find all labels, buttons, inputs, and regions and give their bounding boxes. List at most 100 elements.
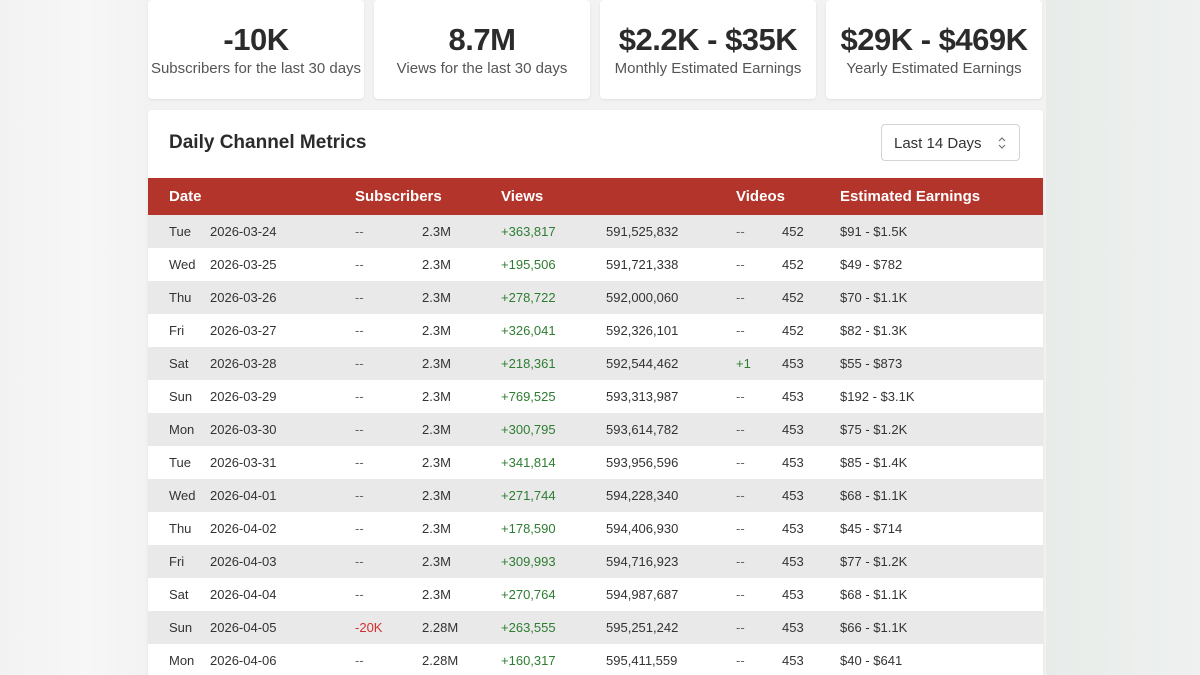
- date-range-select[interactable]: Last 14 Days: [881, 124, 1020, 161]
- row-views: 592,000,060: [606, 281, 737, 314]
- row-videos: 453: [782, 611, 841, 644]
- row-date: 2026-03-24: [210, 215, 356, 248]
- row-subscribers: 2.3M: [422, 347, 502, 380]
- table-row: Thu 2026-04-02 -- 2.3M +178,590 594,406,930 --…: [148, 512, 1043, 545]
- stat-value: $2.2K - $35K: [618, 22, 798, 57]
- row-views: 595,251,242: [606, 611, 737, 644]
- row-earnings: $82 - $1.3K: [840, 314, 1043, 347]
- row-earnings: $75 - $1.2K: [840, 413, 1043, 446]
- row-subscriber-change: --: [355, 413, 423, 446]
- table-row: Sat 2026-04-04 -- 2.3M +270,764 594,987,687 --…: [148, 578, 1043, 611]
- row-subscriber-change: -20K: [355, 611, 423, 644]
- summary-stats: -10K Subscribers for the last 30 days 8.…: [148, 0, 1043, 100]
- row-view-change: +363,817: [501, 215, 607, 248]
- row-view-change: +271,744: [501, 479, 607, 512]
- row-view-change: +278,722: [501, 281, 607, 314]
- row-video-change: --: [736, 545, 783, 578]
- column-header-date: Date: [148, 178, 356, 215]
- column-header-videos: Videos: [736, 178, 841, 215]
- row-video-change: --: [736, 314, 783, 347]
- row-day: Thu: [148, 512, 210, 545]
- row-subscriber-change: --: [355, 644, 423, 675]
- row-earnings: $70 - $1.1K: [840, 281, 1043, 314]
- row-day: Sun: [148, 380, 210, 413]
- row-videos: 453: [782, 380, 841, 413]
- row-videos: 452: [782, 215, 841, 248]
- row-video-change: --: [736, 578, 783, 611]
- row-subscriber-change: --: [355, 380, 423, 413]
- row-date: 2026-04-02: [210, 512, 356, 545]
- row-date: 2026-03-29: [210, 380, 356, 413]
- stat-card-views: 8.7M Views for the last 30 days: [374, 0, 590, 99]
- table-body: Tue 2026-03-24 -- 2.3M +363,817 591,525,832 --…: [148, 215, 1043, 675]
- table-row: Wed 2026-04-01 -- 2.3M +271,744 594,228,340 --…: [148, 479, 1043, 512]
- table-row: Fri 2026-03-27 -- 2.3M +326,041 592,326,101 --…: [148, 314, 1043, 347]
- row-subscribers: 2.3M: [422, 512, 502, 545]
- row-subscriber-change: --: [355, 545, 423, 578]
- row-view-change: +270,764: [501, 578, 607, 611]
- row-subscribers: 2.3M: [422, 281, 502, 314]
- row-subscriber-change: --: [355, 248, 423, 281]
- table-header-row: Date Subscribers Views Videos Estimated …: [148, 178, 1043, 215]
- row-view-change: +341,814: [501, 446, 607, 479]
- row-day: Thu: [148, 281, 210, 314]
- row-subscribers: 2.28M: [422, 611, 502, 644]
- row-earnings: $68 - $1.1K: [840, 479, 1043, 512]
- row-video-change: --: [736, 512, 783, 545]
- row-videos: 453: [782, 512, 841, 545]
- row-subscribers: 2.3M: [422, 446, 502, 479]
- row-day: Fri: [148, 314, 210, 347]
- table-row: Fri 2026-04-03 -- 2.3M +309,993 594,716,923 --…: [148, 545, 1043, 578]
- row-view-change: +160,317: [501, 644, 607, 675]
- row-date: 2026-04-01: [210, 479, 356, 512]
- panel-title: Daily Channel Metrics: [169, 132, 367, 153]
- stat-label: Monthly Estimated Earnings: [614, 60, 802, 77]
- row-video-change: --: [736, 281, 783, 314]
- row-subscriber-change: --: [355, 281, 423, 314]
- row-view-change: +195,506: [501, 248, 607, 281]
- row-video-change: --: [736, 446, 783, 479]
- row-earnings: $45 - $714: [840, 512, 1043, 545]
- row-subscriber-change: --: [355, 578, 423, 611]
- row-subscribers: 2.3M: [422, 314, 502, 347]
- daily-metrics-panel: Daily Channel Metrics Last 14 Days: [148, 110, 1043, 675]
- row-subscriber-change: --: [355, 347, 423, 380]
- row-video-change: --: [736, 413, 783, 446]
- table-row: Wed 2026-03-25 -- 2.3M +195,506 591,721,338 --…: [148, 248, 1043, 281]
- row-day: Wed: [148, 479, 210, 512]
- row-video-change: --: [736, 248, 783, 281]
- metrics-table: Date Subscribers Views Videos Estimated …: [148, 178, 1043, 675]
- stat-card-subscribers: -10K Subscribers for the last 30 days: [148, 0, 364, 99]
- stat-card-yearly-earnings: $29K - $469K Yearly Estimated Earnings: [826, 0, 1042, 99]
- row-videos: 452: [782, 281, 841, 314]
- row-day: Fri: [148, 545, 210, 578]
- row-view-change: +300,795: [501, 413, 607, 446]
- table-row: Mon 2026-03-30 -- 2.3M +300,795 593,614,782 --…: [148, 413, 1043, 446]
- row-earnings: $85 - $1.4K: [840, 446, 1043, 479]
- row-subscriber-change: --: [355, 446, 423, 479]
- row-view-change: +309,993: [501, 545, 607, 578]
- row-views: 594,406,930: [606, 512, 737, 545]
- row-date: 2026-04-05: [210, 611, 356, 644]
- page-content: -10K Subscribers for the last 30 days 8.…: [145, 0, 1046, 675]
- background-right: [1046, 0, 1200, 675]
- stat-value: $29K - $469K: [840, 22, 1028, 57]
- row-videos: 452: [782, 248, 841, 281]
- row-videos: 453: [782, 479, 841, 512]
- row-subscriber-change: --: [355, 479, 423, 512]
- row-views: 594,228,340: [606, 479, 737, 512]
- row-subscriber-change: --: [355, 512, 423, 545]
- row-day: Sun: [148, 611, 210, 644]
- stat-card-monthly-earnings: $2.2K - $35K Monthly Estimated Earnings: [600, 0, 816, 99]
- row-date: 2026-03-28: [210, 347, 356, 380]
- row-view-change: +326,041: [501, 314, 607, 347]
- row-subscribers: 2.3M: [422, 479, 502, 512]
- row-video-change: --: [736, 380, 783, 413]
- stat-label: Yearly Estimated Earnings: [846, 60, 1022, 77]
- row-video-change: --: [736, 611, 783, 644]
- background-left: [0, 0, 145, 675]
- row-earnings: $40 - $641: [840, 644, 1043, 675]
- row-views: 592,326,101: [606, 314, 737, 347]
- row-views: 592,544,462: [606, 347, 737, 380]
- stat-label: Views for the last 30 days: [396, 60, 568, 77]
